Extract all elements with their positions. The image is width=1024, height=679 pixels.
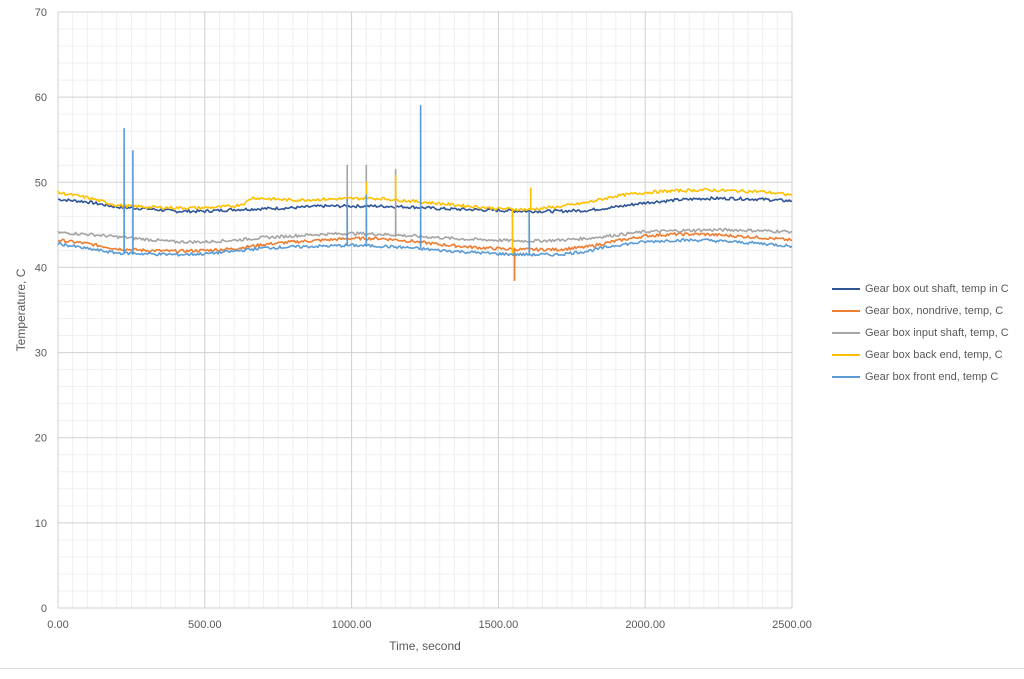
y-tick-label: 40 (35, 262, 47, 274)
x-tick-label: 2500.00 (772, 619, 812, 631)
y-tick-label: 30 (35, 348, 47, 360)
legend-label: Gear box front end, temp C (865, 371, 999, 383)
series-line-3 (57, 164, 793, 245)
legend-item: Gear box, nondrive, temp, C (832, 300, 1009, 322)
x-tick-label: 1500.00 (479, 619, 519, 631)
y-tick-label: 60 (35, 92, 47, 104)
legend-label: Gear box, nondrive, temp, C (865, 305, 1004, 317)
y-tick-label: 50 (35, 177, 47, 189)
legend-label: Gear box input shaft, temp, C (865, 327, 1009, 339)
x-tick-label: 1000.00 (332, 619, 372, 631)
legend-swatch (832, 354, 860, 356)
divider (0, 668, 1024, 669)
x-tick-label: 2000.00 (625, 619, 665, 631)
legend: Gear box out shaft, temp in C Gear box, n… (832, 278, 1009, 388)
x-tick-label: 0.00 (47, 619, 68, 631)
legend-label: Gear box back end, temp, C (865, 349, 1003, 361)
series-line-2 (57, 232, 793, 281)
legend-swatch (832, 288, 860, 290)
legend-item: Gear box back end, temp, C (832, 344, 1009, 366)
legend-swatch (832, 332, 860, 334)
series-line-1 (58, 196, 793, 214)
legend-item: Gear box input shaft, temp, C (832, 322, 1009, 344)
x-axis-title: Time, second (389, 639, 461, 653)
y-tick-label: 70 (35, 7, 47, 19)
y-tick-label: 20 (35, 433, 47, 445)
x-tick-label: 500.00 (188, 619, 222, 631)
series-line-4 (57, 174, 793, 256)
legend-label: Gear box out shaft, temp in C (865, 283, 1009, 295)
y-axis-title: Temperature, C (14, 268, 28, 351)
y-tick-label: 10 (35, 518, 47, 530)
legend-swatch (832, 310, 860, 312)
series-line-5 (57, 104, 793, 257)
legend-item: Gear box front end, temp C (832, 366, 1009, 388)
y-tick-label: 0 (41, 603, 47, 615)
legend-swatch (832, 376, 860, 378)
legend-item: Gear box out shaft, temp in C (832, 278, 1009, 300)
